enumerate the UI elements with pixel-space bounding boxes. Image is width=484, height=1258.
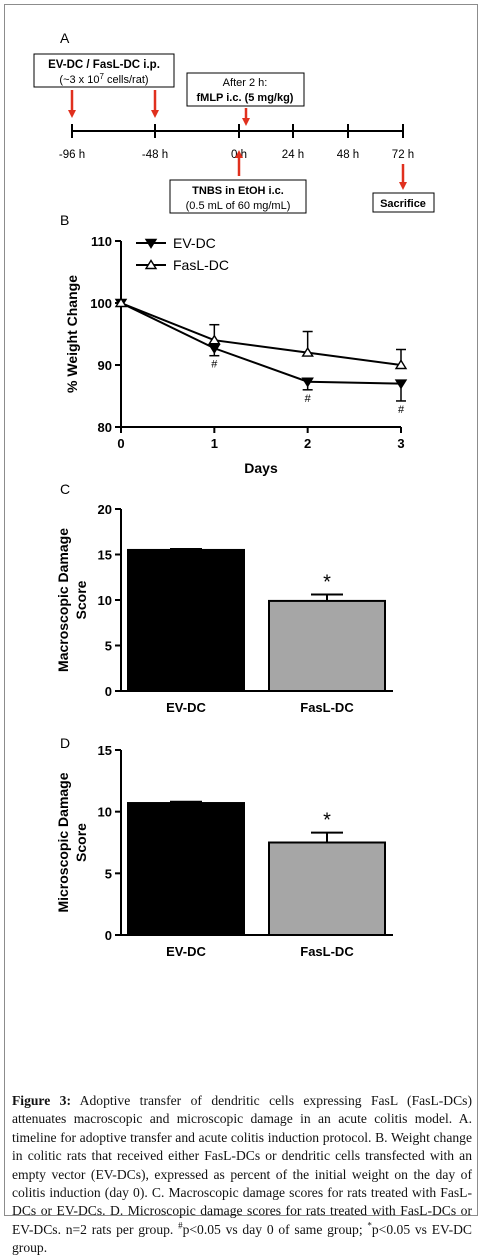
y-tick-label: 15	[98, 548, 112, 563]
box-tnbs-line2: (0.5 mL of 60 mg/mL)	[186, 200, 291, 212]
category-label: FasL-DC	[300, 944, 354, 959]
panel-d-letter: D	[60, 735, 70, 751]
caption-label: Figure 3:	[12, 1093, 71, 1108]
box-fmlp-line1: After 2 h:	[223, 77, 268, 89]
series-line-ev-dc	[120, 302, 402, 385]
figure-frame	[4, 4, 478, 1216]
panel-d-micro-chart: D 0 5 10 15 EV-DC FasL-DC * Microscopic Damage S…	[55, 735, 393, 959]
box-ip-line1: EV-DC / FasL-DC i.p.	[48, 59, 160, 71]
y-tick-label: 10	[98, 593, 112, 608]
y-tick-label: 10	[98, 805, 112, 820]
legend-label: EV-DC	[173, 235, 216, 251]
data-point-fasl-dc	[301, 346, 314, 357]
timeline-tick-label: 48 h	[337, 149, 359, 161]
box-ip-line2: (~3 x 107 cells/rat)	[59, 72, 148, 86]
significance-hash: #	[305, 393, 312, 405]
x-tick-label: 0	[117, 436, 124, 451]
y-axis-label-line2: Score	[73, 823, 89, 862]
box-sacrifice-label: Sacrifice	[380, 198, 426, 210]
series-line-fasl-dc	[120, 302, 402, 366]
category-label: EV-DC	[166, 700, 206, 715]
x-tick-label: 3	[397, 436, 404, 451]
box-ip-injection	[33, 53, 175, 88]
significance-star: *	[323, 572, 331, 594]
significance-hash: #	[211, 359, 218, 371]
legend-marker	[144, 238, 158, 249]
y-axis-label: % Weight Change	[64, 275, 80, 393]
x-tick-label: 1	[211, 436, 218, 451]
legend-marker	[144, 259, 158, 270]
data-point-fasl-dc	[208, 334, 221, 345]
x-axis-label: Days	[244, 460, 278, 476]
legend-label: FasL-DC	[173, 257, 229, 273]
figure-svg: A EV-DC / FasL-DC i.p. (~3 x 107 cells/r…	[33, 30, 435, 959]
y-axis-label-line2: Score	[73, 580, 89, 619]
bar-fasl-dc	[268, 841, 386, 936]
category-label: FasL-DC	[300, 700, 354, 715]
y-tick-label: 0	[105, 684, 112, 699]
y-axis-label-line1: Microscopic Damage	[55, 772, 71, 912]
box-tnbs-line1: TNBS in EtOH i.c.	[192, 185, 284, 197]
y-tick-label: 90	[98, 358, 112, 373]
caption-text-main: Adoptive transfer of dendritic cells exp…	[12, 1093, 472, 1237]
panel-b-weight-chart: B 80 90 100 110 0 1 2 3 Days % Weight Change # # # EV…	[60, 212, 408, 476]
y-tick-label: 80	[98, 420, 112, 435]
y-tick-label: 15	[98, 743, 112, 758]
significance-hash: #	[398, 404, 405, 416]
panel-c-macro-chart: C 0 5 10 15 20 EV-DC FasL-DC * Macroscopic Damag…	[55, 481, 393, 715]
bar-ev-dc	[127, 802, 245, 936]
y-tick-label: 5	[105, 639, 112, 654]
caption-text-hash: p<0.05 vs day 0 of same group;	[182, 1221, 368, 1237]
panel-a-letter: A	[60, 30, 70, 46]
y-tick-label: 20	[98, 502, 112, 517]
box-fmlp-line2: fMLP i.c. (5 mg/kg)	[197, 92, 294, 104]
timeline-tick-label: -48 h	[142, 149, 168, 161]
x-tick-label: 2	[304, 436, 311, 451]
timeline-tick-label: 24 h	[282, 149, 304, 161]
panel-c-letter: C	[60, 481, 70, 497]
data-point-fasl-dc	[114, 297, 128, 308]
timeline-tick-label: 72 h	[392, 149, 414, 161]
category-label: EV-DC	[166, 944, 206, 959]
y-tick-label: 110	[91, 234, 112, 249]
data-point-ev-dc	[208, 344, 221, 355]
significance-star: *	[323, 810, 331, 832]
figure-caption: Figure 3: Adoptive transfer of dendritic…	[12, 1092, 472, 1258]
y-tick-label: 0	[105, 928, 112, 943]
bar-ev-dc	[127, 548, 245, 693]
y-tick-label: 100	[90, 296, 112, 311]
data-point-fasl-dc	[394, 359, 408, 370]
data-point-ev-dc	[394, 379, 408, 390]
timeline-tick-label: -96 h	[59, 149, 85, 161]
panel-b-letter: B	[60, 212, 69, 228]
y-axis-label-line1: Macroscopic Damage	[55, 528, 71, 672]
box-tnbs	[169, 179, 307, 214]
box-sacrifice	[372, 192, 435, 213]
data-point-ev-dc	[301, 377, 314, 388]
panel-a-timeline: A EV-DC / FasL-DC i.p. (~3 x 107 cells/r…	[33, 30, 435, 214]
box-fmlp	[186, 72, 305, 107]
bar-fasl-dc	[268, 599, 386, 692]
y-tick-label: 5	[105, 866, 112, 881]
